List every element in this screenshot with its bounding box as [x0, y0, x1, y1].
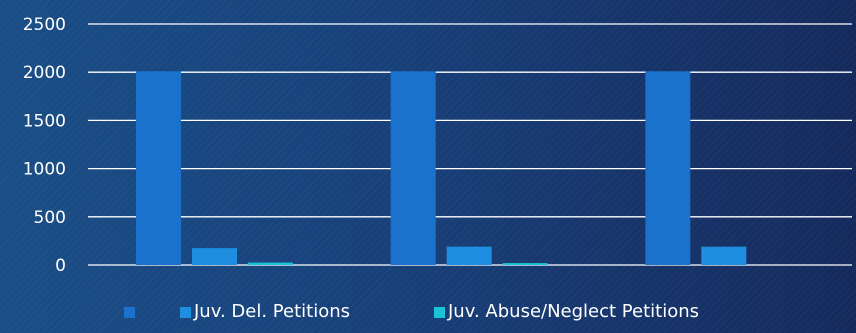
legend-label: Juv. Abuse/Neglect Petitions	[447, 301, 699, 322]
bar	[136, 71, 181, 266]
legend-swatch	[124, 307, 135, 318]
legend-label: Juv. Del. Petitions	[193, 301, 350, 322]
bars	[136, 71, 747, 266]
bar	[192, 248, 237, 265]
legend-swatch	[434, 307, 445, 318]
y-axis-ticks: 0 500 1000 1500 2000 2500	[23, 15, 66, 276]
legend: Juv. Del. Petitions Juv. Abuse/Neglect Pe…	[124, 301, 699, 322]
bar	[248, 262, 293, 265]
legend-swatch	[180, 307, 191, 318]
y-tick-label: 1000	[23, 160, 66, 180]
y-tick-label: 2500	[23, 15, 66, 35]
bar	[390, 71, 436, 266]
bar	[446, 246, 492, 265]
bar	[502, 263, 548, 265]
y-tick-label: 1500	[23, 111, 66, 131]
y-tick-label: 0	[55, 256, 66, 276]
bar	[645, 71, 691, 266]
y-tick-label: 500	[34, 208, 66, 228]
y-tick-label: 2000	[23, 63, 66, 83]
gridlines	[88, 23, 852, 266]
bar	[701, 246, 747, 265]
